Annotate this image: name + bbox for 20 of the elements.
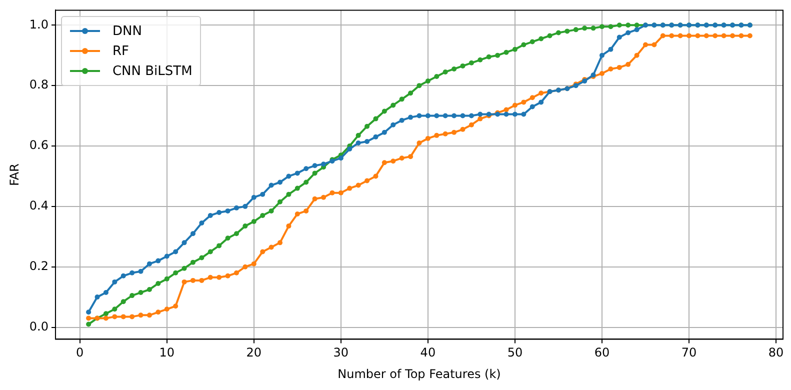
legend-label: CNN BiLSTM [112, 64, 192, 79]
y-tick-label: 1.0 [29, 17, 48, 32]
x-tick-label: 10 [159, 346, 175, 360]
x-tick-label: 70 [681, 346, 697, 360]
legend-label: DNN [112, 24, 142, 39]
legend-label: RF [112, 44, 129, 59]
x-tick-label: 20 [246, 346, 262, 360]
y-axis-title: FAR [7, 164, 22, 186]
x-tick-label: 40 [420, 346, 436, 360]
x-tick-label: 50 [507, 346, 523, 360]
x-tick-label: 0 [76, 346, 84, 360]
x-tick-label: 60 [594, 346, 610, 360]
y-tick-label: 0.6 [29, 138, 48, 152]
y-tick-label: 0.4 [29, 198, 48, 213]
y-tick-label: 0.2 [29, 258, 48, 273]
x-axis-title: Number of Top Features (k) [338, 366, 501, 381]
y-tick-label: 0.8 [29, 78, 48, 92]
y-tick-label: 0.0 [29, 319, 48, 334]
x-tick-label: 30 [333, 346, 349, 360]
x-tick-label: 80 [768, 346, 784, 360]
